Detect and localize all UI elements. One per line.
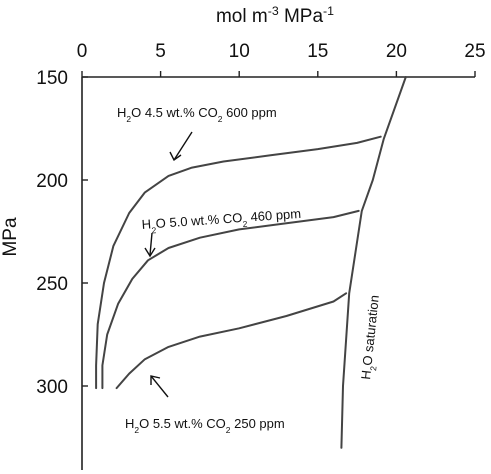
x-axis-title: mol m-3 MPa-1 xyxy=(216,4,334,27)
series-line-1 xyxy=(95,135,382,390)
x-tick-label: 25 xyxy=(464,41,485,62)
y-tick-label: 200 xyxy=(36,171,68,192)
series-curves xyxy=(95,76,407,449)
x-tick-label: 0 xyxy=(77,41,88,62)
arrow-4-5 xyxy=(169,131,193,162)
series-label-5-5: H2O 5.5 wt.% CO2 250 ppm xyxy=(125,416,285,435)
series-label-5-0: H2O 5.0 wt.% CO2 460 ppm xyxy=(141,206,302,236)
arrow-5-0 xyxy=(144,232,156,258)
series-label-4-5: H2O 4.5 wt.% CO2 600 ppm xyxy=(117,105,277,124)
x-tick-label: 5 xyxy=(155,41,166,62)
x-tick-label: 20 xyxy=(386,41,407,62)
y-axis-ticks: 150 200 250 300 xyxy=(36,68,88,398)
x-tick-label: 15 xyxy=(307,41,328,62)
y-tick-label: 300 xyxy=(36,377,68,398)
series-line-3 xyxy=(115,292,348,390)
arrow-5-5 xyxy=(150,375,169,398)
series-line-2 xyxy=(101,209,360,390)
series-line-4 xyxy=(340,76,407,449)
x-axis-ticks: 0 5 10 15 20 25 xyxy=(77,41,486,77)
series-label-saturation: H2O saturation xyxy=(358,294,386,380)
x-tick-label: 10 xyxy=(229,41,250,62)
y-axis-title: MPa xyxy=(0,217,21,257)
y-tick-label: 250 xyxy=(36,274,68,295)
y-tick-label: 150 xyxy=(36,68,68,89)
